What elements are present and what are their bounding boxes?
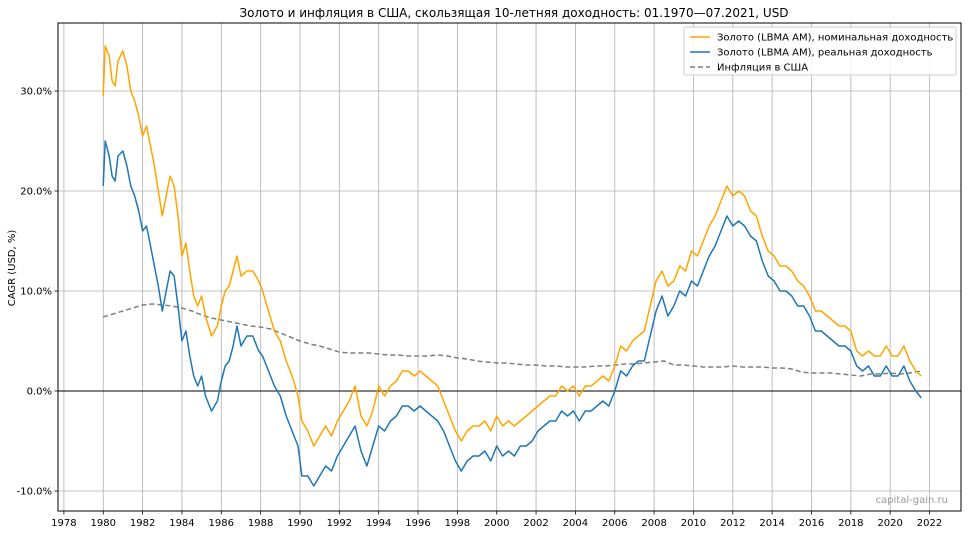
x-tick-label: 2020 xyxy=(877,518,902,529)
legend-box xyxy=(683,26,957,76)
y-tick-label: -10.0% xyxy=(17,487,52,498)
legend: Золото (LBMA AM), номинальная доходность… xyxy=(683,26,957,76)
grid xyxy=(58,23,961,511)
x-tick-label: 2012 xyxy=(720,518,745,529)
x-tick-label: 1982 xyxy=(130,518,155,529)
y-tick-label: 30.0% xyxy=(20,87,52,98)
legend-entry-0: Золото (LBMA AM), номинальная доходность xyxy=(717,33,953,44)
x-tick-label: 1980 xyxy=(91,518,116,529)
y-axis-label: CAGR (USD, %) xyxy=(7,230,18,307)
x-tick-label: 1986 xyxy=(209,518,234,529)
series-layer xyxy=(102,45,922,487)
legend-entry-1: Золото (LBMA AM), реальная доходность xyxy=(717,48,933,59)
legend-entry-2: Инфляция в США xyxy=(717,63,808,74)
x-tick-label: 2022 xyxy=(917,518,942,529)
x-tick-label: 1978 xyxy=(51,518,76,529)
x-tick-label: 1998 xyxy=(445,518,470,529)
y-tick-label: 0.0% xyxy=(27,387,52,398)
x-tick-label: 2004 xyxy=(563,518,588,529)
series-line-2 xyxy=(102,303,922,377)
x-tick-label: 1990 xyxy=(287,518,312,529)
x-tick-label: 1994 xyxy=(366,518,391,529)
y-tick-label: 10.0% xyxy=(20,287,52,298)
plot-frame xyxy=(57,22,962,512)
x-tick-label: 2006 xyxy=(602,518,627,529)
x-tick-label: 1992 xyxy=(327,518,352,529)
y-axis: -10.0% 0.0% 10.0% 20.0% 30.0% xyxy=(17,87,58,498)
y-tick-label: 20.0% xyxy=(20,187,52,198)
x-tick-label: 2010 xyxy=(681,518,706,529)
chart-title: Золото и инфляция в США, скользящая 10-л… xyxy=(239,6,788,20)
x-tick-label: 2018 xyxy=(838,518,863,529)
x-tick-label: 1988 xyxy=(248,518,273,529)
x-tick-label: 2000 xyxy=(484,518,509,529)
x-tick-label: 1996 xyxy=(405,518,430,529)
x-tick-label: 2008 xyxy=(641,518,666,529)
x-tick-label: 1984 xyxy=(169,518,194,529)
x-tick-label: 2016 xyxy=(799,518,824,529)
x-tick-label: 2002 xyxy=(523,518,548,529)
watermark: capital-gain.ru xyxy=(876,495,948,506)
x-axis: 1978 1980 1982 1984 1986 1988 1990 1992 1994 1996… xyxy=(51,511,942,529)
x-tick-label: 2014 xyxy=(759,518,784,529)
series-line-0 xyxy=(102,45,922,447)
series-line-1 xyxy=(102,140,922,487)
